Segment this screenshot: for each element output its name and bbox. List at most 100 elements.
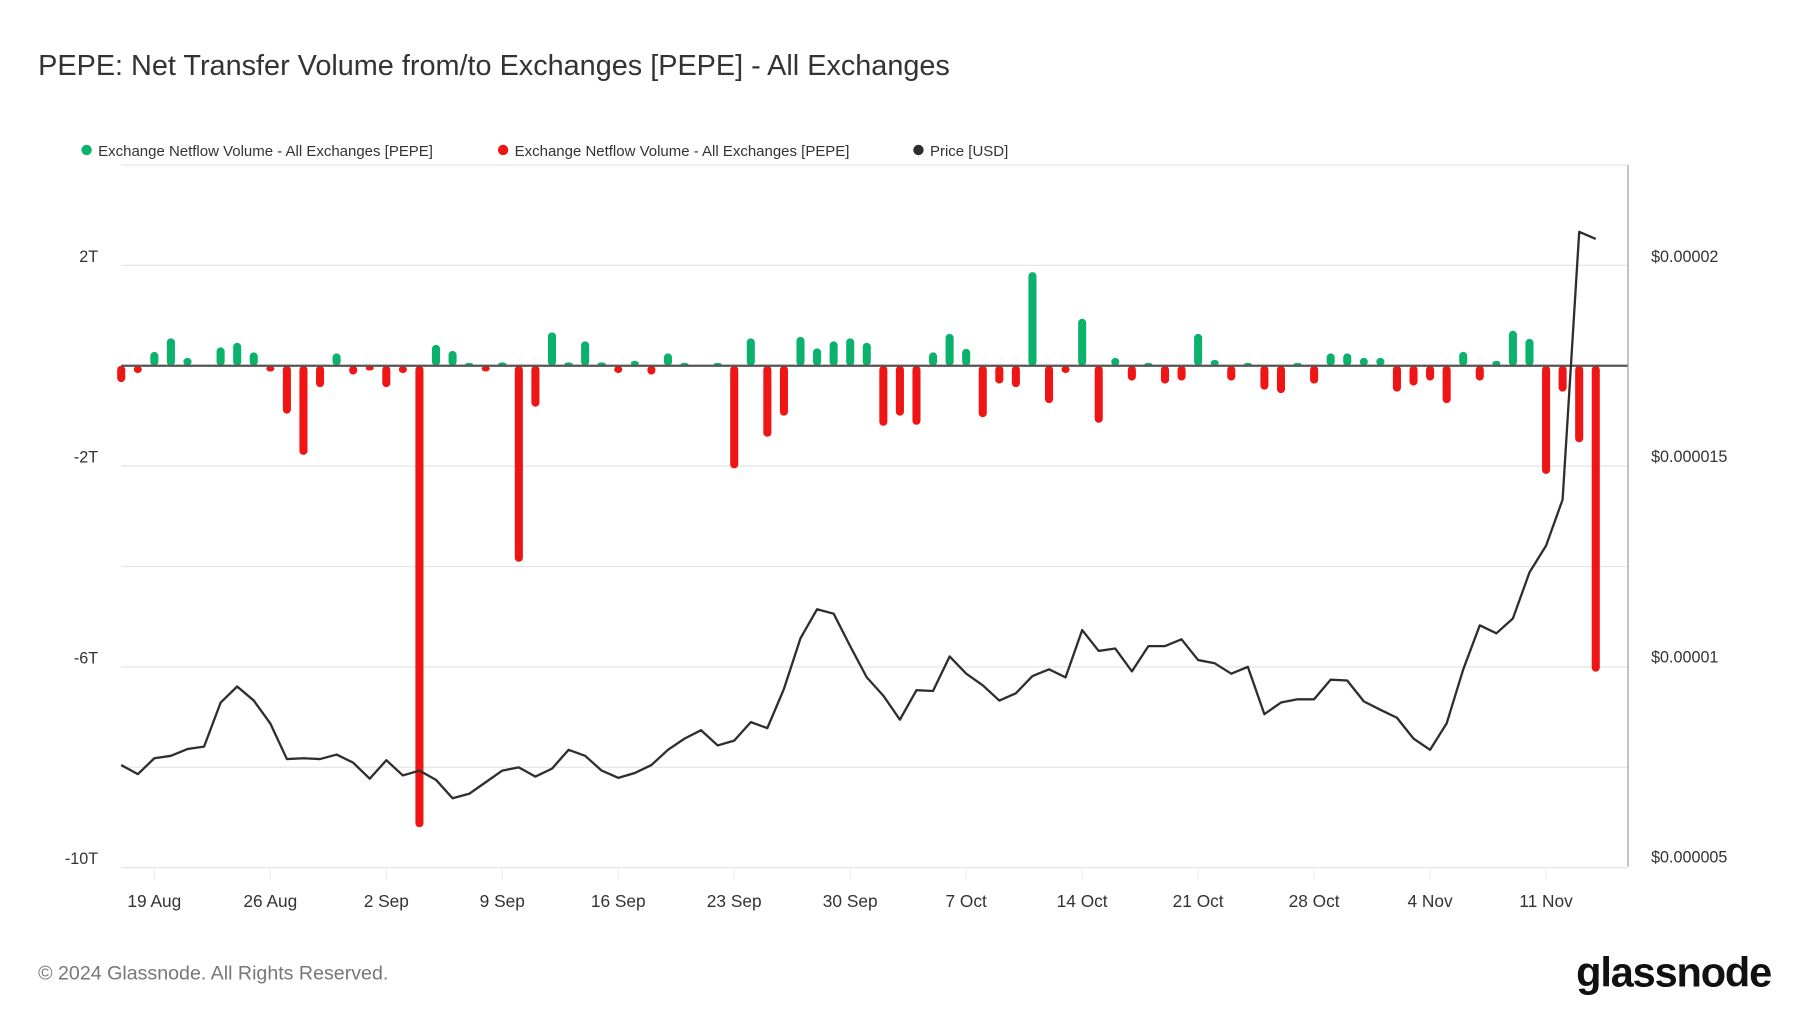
x-tick-label: 4 Nov <box>1407 891 1453 911</box>
bar-netflow-negative <box>398 365 407 374</box>
bar-netflow-negative <box>133 365 142 374</box>
bar-netflow-negative <box>1160 365 1170 384</box>
bar-inflow-positive <box>796 336 805 366</box>
x-tick-label: 2 Sep <box>364 891 409 911</box>
bar-inflow-positive <box>1525 338 1534 366</box>
bar-netflow-negative <box>481 365 490 372</box>
bar-netflow-negative <box>531 365 540 407</box>
bar-netflow-negative <box>1227 365 1236 381</box>
bar-inflow-positive <box>663 353 672 366</box>
bar-inflow-positive <box>1376 357 1385 366</box>
bar-inflow-positive <box>746 338 755 366</box>
right-axis-labels: $0.00002 $0.000015 $0.00001 $0.000005 <box>1651 248 1727 867</box>
bar-inflow-positive <box>630 360 639 366</box>
bar-inflow-positive <box>150 351 159 366</box>
bar-netflow-negative <box>315 365 325 388</box>
bar-inflow-positive <box>1492 360 1501 366</box>
bar-inflow-positive <box>1111 357 1120 366</box>
bar-netflow-negative <box>299 365 308 455</box>
bar-inflow-positive <box>1194 333 1203 366</box>
bar-netflow-negative <box>1542 365 1551 474</box>
x-tick-label: 9 Sep <box>480 891 525 911</box>
bar-netflow-negative <box>1392 365 1401 392</box>
legend-marker-green <box>81 144 92 156</box>
bar-inflow-positive <box>249 352 258 366</box>
y-right-tick-label: $0.000015 <box>1651 448 1727 466</box>
bar-netflow-negative <box>1011 365 1020 388</box>
legend: Exchange Netflow Volume - All Exchanges … <box>81 143 1008 160</box>
bar-netflow-negative <box>1127 365 1136 381</box>
x-tick-label: 11 Nov <box>1519 891 1573 911</box>
left-axis-labels: 2T -2T -6T -10T <box>65 248 98 868</box>
bar-netflow-negative <box>1260 365 1269 390</box>
x-tick-label: 26 Aug <box>243 891 297 911</box>
bar-inflow-positive <box>166 338 175 366</box>
bar-inflow-positive <box>1028 272 1037 366</box>
legend-marker-red <box>497 144 509 156</box>
bar-inflow-positive <box>1326 353 1335 366</box>
copyright-text: © 2024 Glassnode. All Rights Reserved. <box>38 963 388 985</box>
price-line <box>120 230 1597 800</box>
legend-item-price[interactable]: Price [USD] <box>913 143 1008 160</box>
bar-inflow-positive <box>945 333 954 366</box>
bar-netflow-negative <box>978 365 987 418</box>
bar-netflow-negative <box>995 365 1004 384</box>
legend-label: Exchange Netflow Volume - All Exchanges … <box>98 143 433 160</box>
bar-netflow-negative <box>349 365 358 375</box>
bar-inflow-positive <box>1210 359 1219 366</box>
x-tick-label: 7 Oct <box>946 891 988 911</box>
bar-netflow-negative <box>1558 365 1567 392</box>
legend-item-netflow-positive[interactable]: Exchange Netflow Volume - All Exchanges … <box>81 143 433 160</box>
x-tick-label: 30 Sep <box>823 891 878 911</box>
bar-netflow-negative <box>514 365 523 562</box>
bar-netflow-negative <box>282 365 291 414</box>
y-left-tick-label: -2T <box>74 449 98 467</box>
bar-netflow-negative <box>1409 365 1418 386</box>
bar-netflow-negative <box>763 365 772 437</box>
bar-netflow-negative <box>1310 365 1319 384</box>
x-tick-label: 28 Oct <box>1289 891 1340 911</box>
bar-netflow-negative <box>1591 365 1600 672</box>
bar-inflow-positive <box>1078 318 1087 366</box>
netflow-bars <box>117 272 1600 828</box>
bar-inflow-positive <box>1359 357 1368 366</box>
legend-label: Price [USD] <box>930 143 1008 160</box>
x-tick-label: 23 Sep <box>707 891 762 911</box>
bar-inflow-positive <box>962 348 971 366</box>
x-tick-label: 14 Oct <box>1057 891 1108 911</box>
glassnode-logo: glassnode <box>1576 948 1771 995</box>
y-left-tick-label: -6T <box>74 649 98 667</box>
bar-inflow-positive <box>431 344 441 366</box>
x-axis: 19 Aug 26 Aug 2 Sep 9 Sep 16 Sep 23 Sep 30 Sep… <box>127 866 1573 911</box>
y-right-tick-label: $0.00002 <box>1651 248 1718 266</box>
bar-netflow-negative <box>1575 365 1584 443</box>
bar-netflow-negative <box>647 365 656 375</box>
gridlines <box>121 164 1629 869</box>
bar-netflow-negative <box>895 365 904 416</box>
bar-netflow-negative <box>382 365 391 388</box>
bar-inflow-positive <box>846 338 855 366</box>
bar-netflow-negative <box>1276 365 1286 394</box>
bar-inflow-positive <box>862 342 871 366</box>
bar-netflow-negative <box>1426 365 1435 381</box>
bar-netflow-negative <box>730 365 739 469</box>
bar-netflow-negative <box>1442 365 1451 404</box>
bar-inflow-positive <box>1459 351 1468 366</box>
legend-item-netflow-negative[interactable]: Exchange Netflow Volume - All Exchanges … <box>497 143 850 160</box>
legend-label: Exchange Netflow Volume - All Exchanges … <box>515 143 850 160</box>
y-right-tick-label: $0.00001 <box>1651 648 1718 666</box>
bar-netflow-negative <box>779 365 788 416</box>
bar-inflow-positive <box>1508 330 1517 366</box>
bar-netflow-negative <box>1044 365 1054 404</box>
bar-inflow-positive <box>183 357 192 366</box>
bar-inflow-positive <box>581 341 590 366</box>
bar-inflow-positive <box>929 352 938 366</box>
x-tick-label: 16 Sep <box>591 891 646 911</box>
bar-netflow-negative <box>415 365 424 828</box>
bar-inflow-positive <box>216 347 225 366</box>
bar-inflow-positive <box>233 342 242 366</box>
bar-inflow-positive <box>813 348 822 366</box>
chart-title: PEPE: Net Transfer Volume from/to Exchan… <box>38 50 950 82</box>
bar-netflow-negative <box>1475 365 1484 381</box>
bar-netflow-negative <box>879 365 888 426</box>
